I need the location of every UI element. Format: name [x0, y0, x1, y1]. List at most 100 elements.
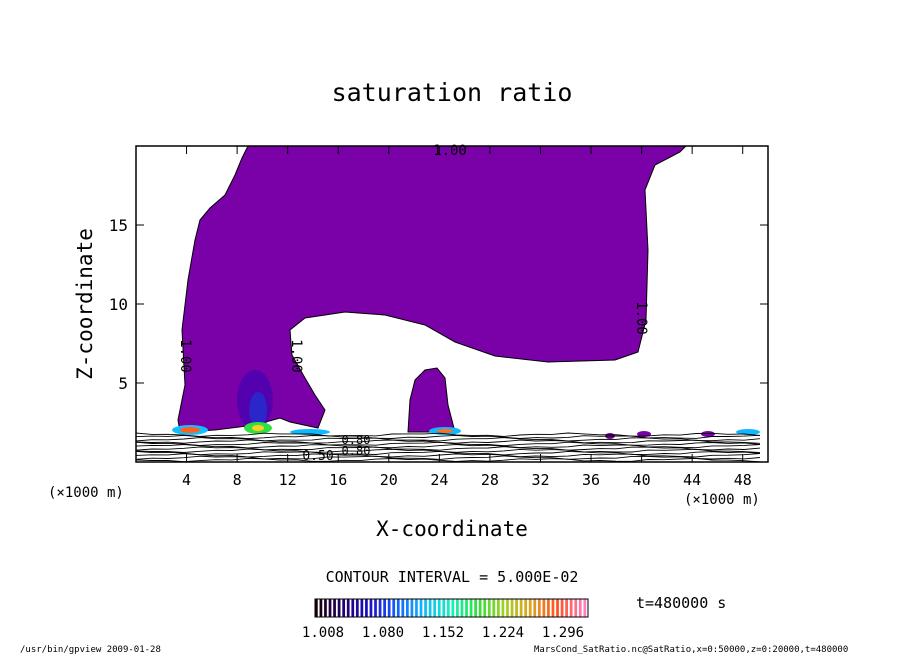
colorbar-swatch	[428, 599, 432, 617]
saturation-region	[177, 145, 688, 433]
x-tick-label: 28	[481, 471, 499, 489]
colorbar-swatch	[419, 599, 423, 617]
x-unit-left: (×1000 m)	[48, 485, 124, 501]
colorbar-swatch	[446, 599, 450, 617]
surface-contour-line	[135, 439, 761, 444]
colorbar-swatch	[487, 599, 491, 617]
colorbar	[315, 599, 587, 617]
contour-label-1: 1.00	[433, 143, 467, 159]
hotspot-8	[701, 431, 715, 437]
hotspot-2-core	[252, 425, 264, 431]
hotspot-4-core	[437, 429, 453, 433]
colorbar-tick-4: 1.224	[482, 625, 524, 641]
x-tick-label: 40	[633, 471, 651, 489]
colorbar-swatch	[456, 599, 459, 617]
colorbar-swatch	[383, 599, 386, 617]
x-tick-label: 8	[233, 471, 242, 489]
colorbar-swatch	[533, 599, 537, 617]
saturation-plume	[407, 367, 456, 433]
colorbar-swatch	[378, 599, 382, 617]
colorbar-swatch	[469, 599, 473, 617]
surface-contour-lines	[135, 432, 761, 463]
colorbar-swatch	[424, 599, 427, 617]
colorbar-swatch	[501, 599, 505, 617]
colorbar-swatch	[547, 599, 550, 617]
colorbar-swatch	[415, 599, 418, 617]
colorbar-swatch	[406, 599, 409, 617]
colorbar-swatch	[551, 599, 555, 617]
colorbar-swatch	[351, 599, 355, 617]
colorbar-swatch	[528, 599, 532, 617]
surface-contour-line	[135, 444, 761, 449]
colorbar-swatch	[519, 599, 523, 617]
surface-contour-line	[135, 453, 761, 458]
colorbar-swatch	[328, 599, 332, 617]
colorbar-swatch	[324, 599, 327, 617]
colorbar-swatch	[483, 599, 487, 617]
colorbar-swatch	[560, 599, 564, 617]
colorbar-swatch	[574, 599, 578, 617]
colorbar-swatch	[556, 599, 559, 617]
x-unit-right: (×1000 m)	[684, 492, 760, 508]
colorbar-swatch	[451, 599, 455, 617]
surface-contour-line	[135, 437, 761, 442]
contour-label-4: 1.00	[633, 301, 649, 335]
x-tick-label: 16	[329, 471, 347, 489]
colorbar-tick-5: 1.296	[542, 625, 584, 641]
colorbar-swatch	[337, 599, 341, 617]
plume-core-inner	[249, 392, 267, 428]
x-tick-label: 44	[683, 471, 701, 489]
colorbar-tick-2: 1.080	[362, 625, 404, 641]
hotspot-1-core	[180, 427, 200, 433]
colorbar-swatch	[510, 599, 514, 617]
colorbar-swatch	[392, 599, 396, 617]
surface-contour-line	[135, 448, 761, 454]
colorbar-swatch	[365, 599, 368, 617]
x-axis-title: X-coordinate	[376, 517, 528, 541]
colorbar-swatch	[437, 599, 441, 617]
y-axis-ticks: 5 10 15	[109, 216, 768, 393]
colorbar-swatch	[374, 599, 377, 617]
x-tick-label: 20	[380, 471, 398, 489]
colorbar-swatch	[542, 599, 546, 617]
x-tick-label: 48	[734, 471, 752, 489]
plot-area: 1.00 1.00 1.00 1.00 0.50 0.80 0.80 4 8 12 1…	[109, 143, 769, 489]
colorbar-swatch	[360, 599, 364, 617]
colorbar-swatch	[578, 599, 582, 617]
colorbar-swatch	[401, 599, 405, 617]
colorbar-swatch	[497, 599, 500, 617]
surface-contour-line	[135, 432, 761, 437]
colorbar-tick-3: 1.152	[422, 625, 464, 641]
y-tick-label: 10	[109, 295, 128, 314]
colorbar-swatch	[442, 599, 446, 617]
colorbar-swatch	[465, 599, 468, 617]
contour-label-2: 1.00	[177, 339, 193, 373]
contour-label-3: 1.00	[288, 339, 304, 373]
colorbar-swatch	[583, 599, 587, 617]
surface-contour-line	[135, 434, 761, 440]
surface-contour-line	[135, 457, 761, 463]
x-tick-label: 12	[279, 471, 297, 489]
footer-left: /usr/bin/gpview 2009-01-28	[20, 645, 161, 654]
colorbar-swatch	[410, 599, 414, 617]
colorbar-swatch	[355, 599, 359, 617]
y-axis-title: Z-coordinate	[73, 228, 97, 380]
colorbar-swatch	[396, 599, 400, 617]
colorbar-swatch	[474, 599, 477, 617]
colorbar-swatch	[506, 599, 509, 617]
x-tick-label: 32	[531, 471, 549, 489]
colorbar-swatch	[387, 599, 391, 617]
x-tick-label: 24	[430, 471, 448, 489]
surface-contour-line	[135, 455, 761, 460]
colorbar-swatch	[537, 599, 541, 617]
colorbar-swatch	[433, 599, 437, 617]
colorbar-swatch	[369, 599, 373, 617]
colorbar-swatch	[333, 599, 336, 617]
colorbar-frame	[314, 598, 589, 618]
colorbar-swatch	[342, 599, 346, 617]
colorbar-swatch	[515, 599, 518, 617]
contour-interval: CONTOUR INTERVAL = 5.000E-02	[326, 568, 579, 586]
footer-right: MarsCond_SatRatio.nc@SatRatio,x=0:50000,…	[534, 645, 848, 654]
colorbar-swatch	[478, 599, 482, 617]
